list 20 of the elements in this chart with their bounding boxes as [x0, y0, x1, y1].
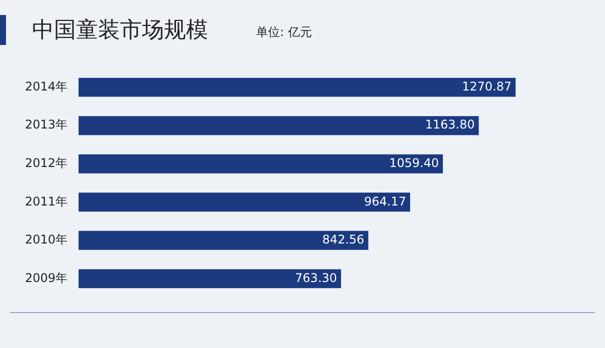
y-tick-label: 2012年 — [24, 156, 68, 170]
bar — [78, 269, 342, 288]
y-tick-label: 2009年 — [24, 270, 68, 285]
bar — [78, 230, 368, 250]
chart-title: 中国童装市场规模 — [32, 17, 208, 45]
data-label: 763.30 — [295, 270, 338, 285]
bar — [78, 116, 479, 136]
chart-subtitle: 单位: 亿元 — [256, 24, 312, 40]
bar — [78, 154, 443, 174]
data-label: 842.56 — [322, 232, 364, 247]
y-tick-label: 2014年 — [24, 79, 68, 94]
data-label: 964.17 — [364, 194, 406, 208]
data-label: 1163.80 — [425, 118, 475, 132]
y-tick-label: 2013年 — [24, 118, 68, 132]
bar — [78, 78, 516, 97]
data-label: 1270.87 — [462, 79, 512, 94]
y-tick-label: 2011年 — [24, 194, 68, 208]
bar — [78, 192, 410, 212]
data-label: 1059.40 — [389, 156, 439, 170]
y-tick-label: 2010年 — [24, 232, 68, 247]
